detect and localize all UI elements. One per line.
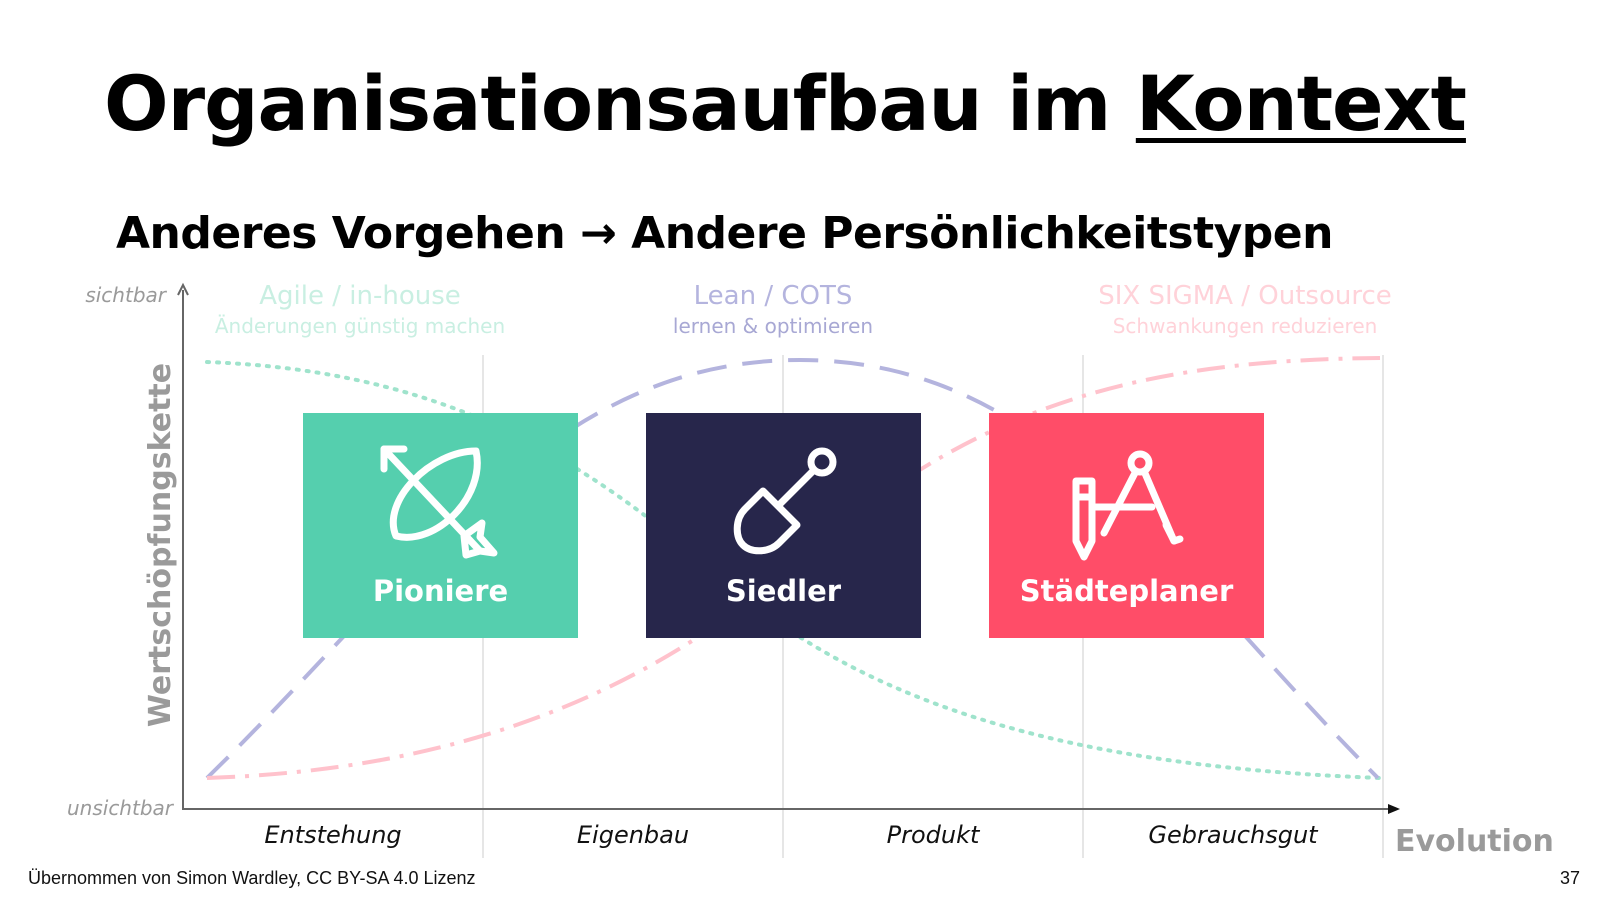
approach-subtitle: Änderungen günstig machen bbox=[215, 314, 505, 338]
card-label: Siedler bbox=[725, 574, 842, 608]
footer-credit: Übernommen von Simon Wardley, CC BY-SA 4… bbox=[28, 868, 476, 888]
x-axis-arrowhead bbox=[1388, 804, 1400, 814]
slide-title: Organisationsaufbau im Kontext bbox=[104, 59, 1467, 148]
shovel-icon bbox=[733, 447, 836, 555]
card-pioniere: Pioniere bbox=[303, 413, 578, 638]
card-label: Pioniere bbox=[372, 574, 509, 608]
approach-subtitle: Schwankungen reduzieren bbox=[1113, 314, 1378, 338]
y-axis-label: Wertschöpfungskette bbox=[143, 363, 178, 727]
stage-label: Entstehung bbox=[264, 821, 401, 849]
axes bbox=[182, 290, 1395, 810]
approach-title: Lean / COTS bbox=[694, 281, 853, 311]
approach-title: Agile / in-house bbox=[259, 281, 461, 311]
stage-label: Produkt bbox=[887, 821, 981, 849]
page-number: 37 bbox=[1559, 868, 1580, 888]
y-axis-bottom-label: unsichtbar bbox=[67, 796, 175, 820]
compass-pencil-icon bbox=[1072, 450, 1183, 561]
card-label: Städteplaner bbox=[1019, 574, 1234, 608]
y-axis-top-label: sichtbar bbox=[85, 283, 167, 307]
slide-subtitle: Anderes Vorgehen → Andere Persönlichkeit… bbox=[116, 208, 1333, 259]
card-staedteplaner: Städteplaner bbox=[989, 413, 1264, 638]
title-main: Organisationsaufbau im bbox=[104, 59, 1111, 148]
x-axis-label: Evolution bbox=[1395, 824, 1554, 859]
y-axis-arrowhead bbox=[177, 282, 189, 296]
title-emphasis: Kontext bbox=[1135, 59, 1467, 148]
approach-title: SIX SIGMA / Outsource bbox=[1098, 281, 1392, 311]
bow-arrow-icon bbox=[380, 445, 497, 559]
stage-label: Eigenbau bbox=[577, 821, 689, 849]
stage-label: Gebrauchsgut bbox=[1148, 821, 1319, 849]
approach-subtitle: lernen & optimieren bbox=[673, 314, 873, 338]
card-siedler: Siedler bbox=[646, 413, 921, 638]
